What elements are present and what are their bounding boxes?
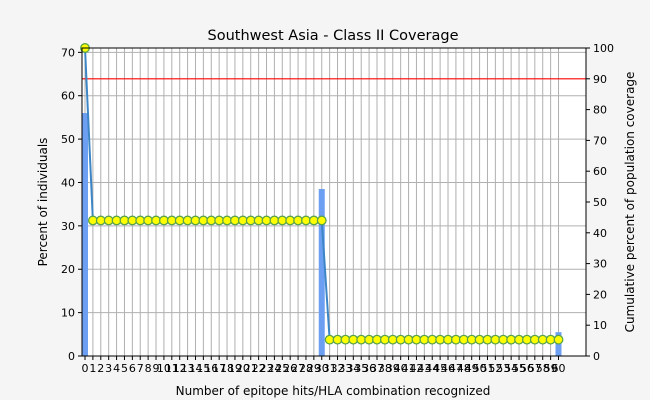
x-tick-label: 51 [480, 362, 494, 375]
x-tick-label: 18 [220, 362, 234, 375]
y2-axis-ticks: 0 10 20 30 40 50 60 70 80 90 100 [586, 42, 614, 363]
x-tick-label: 59 [544, 362, 558, 375]
x-tick-label: 4 [113, 362, 120, 375]
x-tick-label: 52 [488, 362, 502, 375]
y-tick-label: 40 [61, 176, 75, 189]
x-tick-label: 41 [402, 362, 416, 375]
y2-tick-label: 10 [593, 319, 607, 332]
y2-tick-label: 100 [593, 42, 614, 55]
x-tick-label: 23 [260, 362, 274, 375]
x-tick-label: 57 [528, 362, 542, 375]
x-tick-label: 32 [331, 362, 345, 375]
x-tick-label: 38 [378, 362, 392, 375]
y-axis-title: Percent of individuals [36, 138, 50, 267]
x-tick-label: 2 [97, 362, 104, 375]
y2-tick-label: 60 [593, 165, 607, 178]
x-tick-label: 39 [386, 362, 400, 375]
x-tick-label: 17 [212, 362, 226, 375]
x-tick-label: 46 [441, 362, 455, 375]
x-tick-label: 16 [204, 362, 218, 375]
chart-title: Southwest Asia - Class II Coverage [208, 28, 459, 44]
x-tick-label: 29 [307, 362, 321, 375]
x-tick-label: 5 [121, 362, 128, 375]
x-tick-label: 31 [323, 362, 337, 375]
x-tick-label: 36 [362, 362, 376, 375]
x-tick-label: 7 [137, 362, 144, 375]
x-tick-label: 14 [188, 362, 202, 375]
x-tick-label: 43 [417, 362, 431, 375]
x-tick-label: 40 [394, 362, 408, 375]
x-tick-label: 55 [512, 362, 526, 375]
y-tick-label: 70 [61, 46, 75, 59]
y2-tick-label: 0 [593, 350, 600, 363]
x-tick-label: 44 [425, 362, 439, 375]
x-tick-label: 33 [338, 362, 352, 375]
x-tick-label: 48 [457, 362, 471, 375]
x-tick-label: 6 [129, 362, 136, 375]
y2-tick-label: 70 [593, 134, 607, 147]
y2-tick-label: 50 [593, 196, 607, 209]
y2-tick-label: 20 [593, 288, 607, 301]
x-tick-label: 35 [354, 362, 368, 375]
y-tick-label: 50 [61, 133, 75, 146]
y-tick-label: 0 [68, 350, 75, 363]
x-axis-ticks: 0 1 2 3 4 5 6 7 8 9101112131415161718192021222324… [82, 356, 566, 375]
x-tick-label: 58 [536, 362, 550, 375]
x-tick-label: 37 [370, 362, 384, 375]
y-tick-label: 10 [61, 307, 75, 320]
y2-tick-label: 40 [593, 227, 607, 240]
y-tick-label: 60 [61, 90, 75, 103]
x-tick-label: 49 [465, 362, 479, 375]
y-axis-ticks: 0 10 20 30 40 50 60 70 [61, 46, 82, 363]
x-tick-label: 27 [291, 362, 305, 375]
x-tick-label: 54 [504, 362, 518, 375]
y-tick-label: 30 [61, 220, 75, 233]
x-tick-label: 60 [552, 362, 566, 375]
x-tick-label: 28 [299, 362, 313, 375]
x-tick-label: 26 [283, 362, 297, 375]
x-tick-label: 56 [520, 362, 534, 375]
x-tick-label: 15 [196, 362, 210, 375]
x-tick-label: 42 [409, 362, 423, 375]
x-tick-label: 9 [153, 362, 160, 375]
x-tick-label: 45 [433, 362, 447, 375]
cumulative-markers [80, 43, 564, 345]
x-tick-label: 0 [82, 362, 89, 375]
grid [82, 48, 586, 357]
x-tick-label: 1 [89, 362, 96, 375]
x-tick-label: 19 [228, 362, 242, 375]
x-tick-label: 47 [449, 362, 463, 375]
x-tick-label: 53 [496, 362, 510, 375]
cumulative-point [553, 334, 564, 345]
x-tick-label: 11 [165, 362, 179, 375]
x-tick-label: 50 [473, 362, 487, 375]
x-tick-label: 21 [244, 362, 258, 375]
plot-background [82, 48, 586, 356]
x-tick-label: 30 [315, 362, 329, 375]
x-tick-label: 10 [157, 362, 171, 375]
x-tick-label: 25 [275, 362, 289, 375]
bar [318, 188, 325, 356]
cumulative-point [316, 215, 327, 226]
x-tick-label: 22 [252, 362, 266, 375]
y-tick-label: 20 [61, 263, 75, 276]
y2-tick-label: 80 [593, 104, 607, 117]
x-tick-label: 34 [346, 362, 360, 375]
x-axis-title: Number of epitope hits/HLA combination r… [176, 384, 491, 398]
x-tick-label: 3 [105, 362, 112, 375]
y2-tick-label: 90 [593, 73, 607, 86]
y2-axis-title: Cumulative percent of population coverag… [623, 72, 637, 333]
x-tick-label: 13 [181, 362, 195, 375]
x-tick-label: 24 [267, 362, 281, 375]
y2-tick-label: 30 [593, 258, 607, 271]
bar [82, 113, 88, 356]
x-tick-label: 8 [145, 362, 152, 375]
x-tick-label: 12 [173, 362, 187, 375]
x-tick-label: 20 [236, 362, 250, 375]
